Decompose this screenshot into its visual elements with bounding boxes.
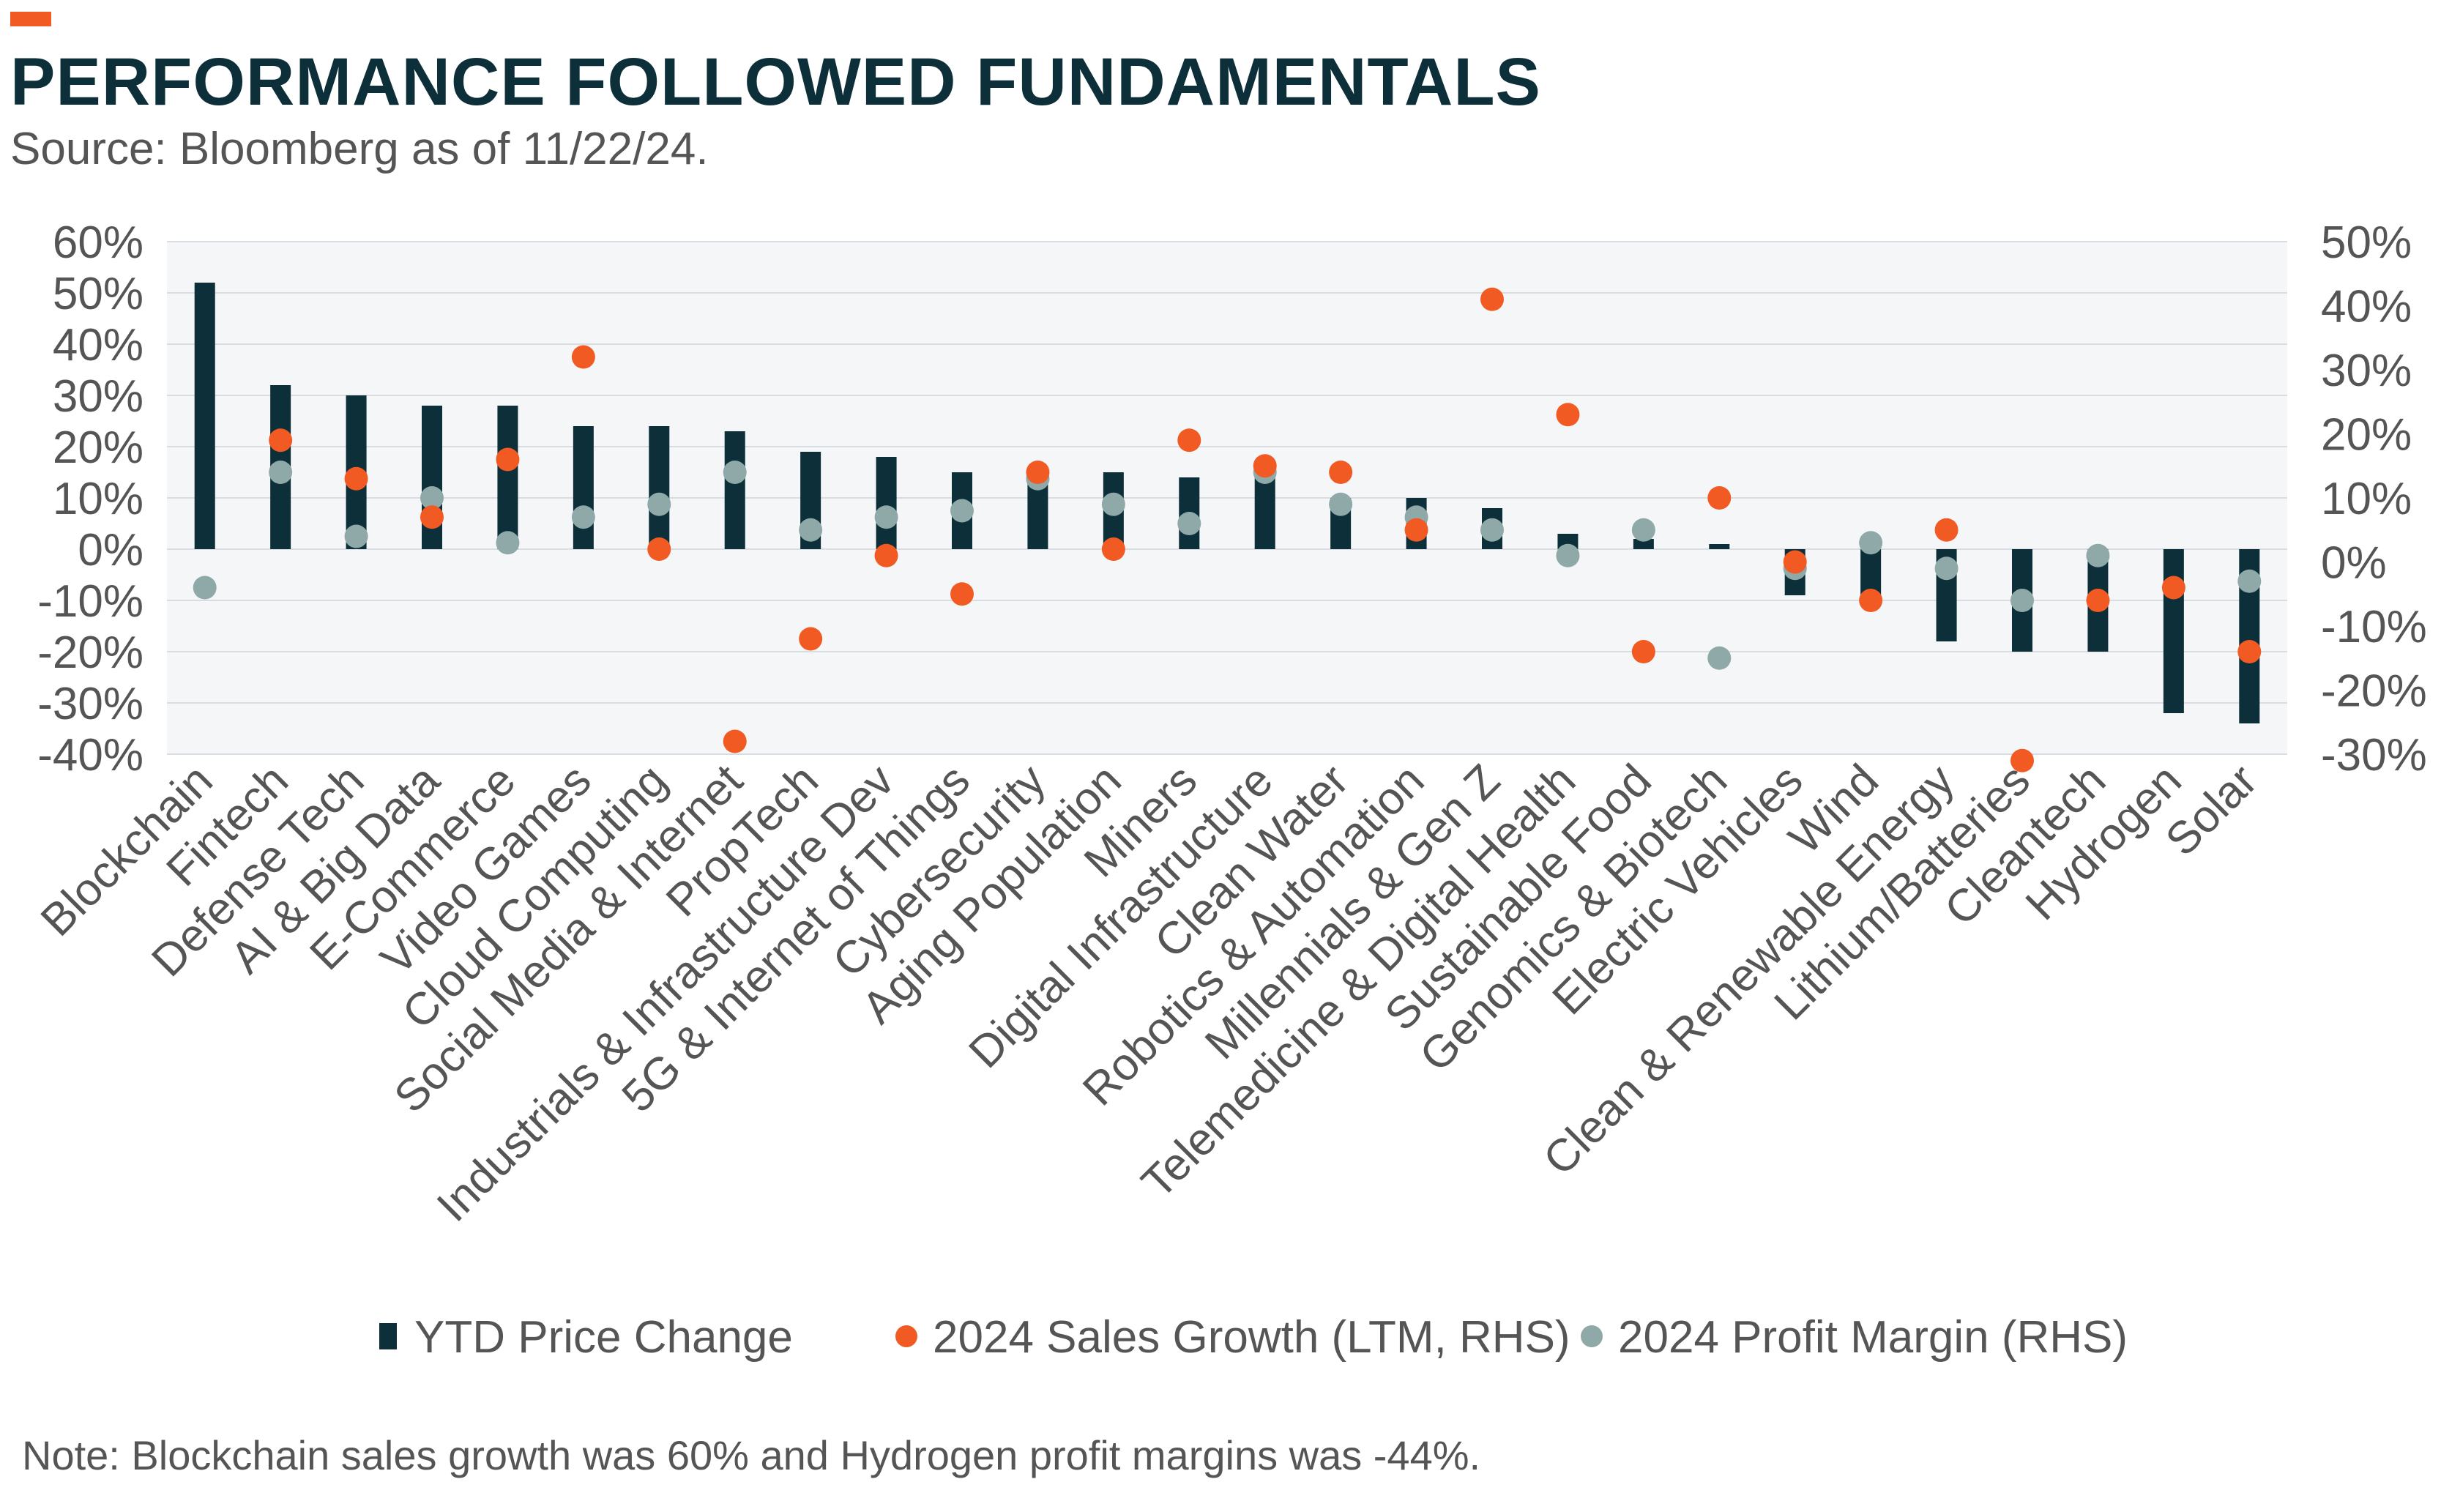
y-tick-label-left: 50% <box>53 269 144 319</box>
legend-item-sales-growth: 2024 Sales Growth (LTM, RHS) <box>895 1312 1570 1363</box>
legend-label: 2024 Sales Growth (LTM, RHS) <box>933 1312 1570 1363</box>
margin-point <box>2086 543 2110 567</box>
x-tick-label: Solar <box>2156 755 2267 865</box>
margin-point <box>1329 492 1353 516</box>
sales-point <box>1480 287 1504 311</box>
y-tick-label-right: 50% <box>2321 217 2412 268</box>
y-tick-label-left: -20% <box>37 627 144 678</box>
margin-point <box>420 486 444 510</box>
source-subtitle: Source: Bloomberg as of 11/22/24. <box>10 124 709 174</box>
sales-point <box>1404 518 1428 542</box>
legend-item-profit-margin: 2024 Profit Margin (RHS) <box>1581 1312 2128 1363</box>
sales-point <box>1707 486 1732 510</box>
y-tick-label-right: 0% <box>2321 538 2387 589</box>
sales-point <box>2010 748 2034 772</box>
y-tick-label-right: 10% <box>2321 474 2412 524</box>
y-tick-label-left: 40% <box>53 320 144 370</box>
bar <box>876 457 897 549</box>
y-tick-label-left: 0% <box>78 525 144 576</box>
bar <box>649 426 670 549</box>
sales-point <box>1783 550 1807 574</box>
margin-point <box>1101 492 1125 516</box>
margin-point <box>723 461 747 484</box>
sales-point <box>1329 461 1353 484</box>
legend-label: YTD Price Change <box>414 1312 793 1363</box>
y-tick-label-left: -40% <box>37 730 144 781</box>
margin-point <box>874 505 898 529</box>
margin-point <box>799 518 823 542</box>
margin-point <box>571 505 595 529</box>
sales-point <box>2086 589 2110 612</box>
margin-point <box>193 576 217 600</box>
y-tick-label-left: 20% <box>53 422 144 473</box>
y-tick-label-right: 40% <box>2321 282 2412 332</box>
y-tick-label-right: -30% <box>2321 730 2427 781</box>
y-tick-label-right: 30% <box>2321 346 2412 396</box>
footnote: Note: Blockchain sales growth was 60% an… <box>22 1432 1481 1478</box>
sales-point <box>571 345 595 369</box>
sales-point <box>344 466 368 491</box>
sales-point <box>1934 518 1959 542</box>
bar <box>1633 539 1654 549</box>
margin-point <box>496 531 520 555</box>
margin-point <box>269 461 293 484</box>
sales-point <box>1253 454 1277 478</box>
y-tick-label-left: 10% <box>53 474 144 524</box>
sales-point <box>1556 403 1580 427</box>
margin-point <box>1707 646 1732 670</box>
y-tick-label-left: -30% <box>37 679 144 729</box>
sales-point <box>420 505 444 529</box>
margin-point <box>1934 556 1959 581</box>
y-tick-label-right: 20% <box>2321 410 2412 461</box>
margin-point <box>1556 543 1580 567</box>
bar <box>724 431 745 549</box>
legend-label: 2024 Profit Margin (RHS) <box>1618 1312 2128 1363</box>
margin-point <box>1859 531 1883 555</box>
sales-point <box>799 627 823 651</box>
sales-point <box>1631 640 1655 663</box>
y-tick-label-right: -20% <box>2321 666 2427 717</box>
bar <box>497 406 518 549</box>
sales-point <box>874 543 898 567</box>
legend-item-ytd-price-change: YTD Price Change <box>379 1312 793 1363</box>
margin-point <box>2010 589 2034 612</box>
margin-point <box>344 524 368 548</box>
legend-swatch <box>379 1323 397 1349</box>
sales-point <box>723 729 747 753</box>
sales-point <box>1026 461 1050 484</box>
bar <box>1254 477 1275 549</box>
sales-point <box>2161 576 2185 600</box>
sales-point <box>647 537 671 561</box>
margin-point <box>2237 569 2262 593</box>
accent-bar <box>10 12 51 26</box>
legend-swatch <box>895 1325 917 1347</box>
margin-point <box>1480 518 1504 542</box>
y-tick-label-left: 30% <box>53 371 144 422</box>
sales-point <box>496 447 520 472</box>
sales-point <box>2237 640 2262 663</box>
y-tick-label-right: -10% <box>2321 602 2427 652</box>
sales-point <box>1859 589 1883 612</box>
bar <box>573 426 594 549</box>
sales-point <box>1101 537 1125 561</box>
sales-point <box>950 582 974 606</box>
bar <box>2163 549 2184 713</box>
margin-point <box>1631 518 1655 542</box>
y-tick-label-left: 60% <box>53 217 144 268</box>
sales-point <box>269 428 293 453</box>
margin-point <box>950 499 974 523</box>
bar <box>194 283 215 549</box>
y-tick-label-left: -10% <box>37 576 144 627</box>
bar <box>1709 544 1730 549</box>
legend-swatch <box>1581 1325 1603 1347</box>
sales-point <box>1177 428 1201 453</box>
page-title: PERFORMANCE FOLLOWED FUNDAMENTALS <box>10 45 1541 119</box>
margin-point <box>1177 512 1201 535</box>
margin-point <box>647 492 671 516</box>
